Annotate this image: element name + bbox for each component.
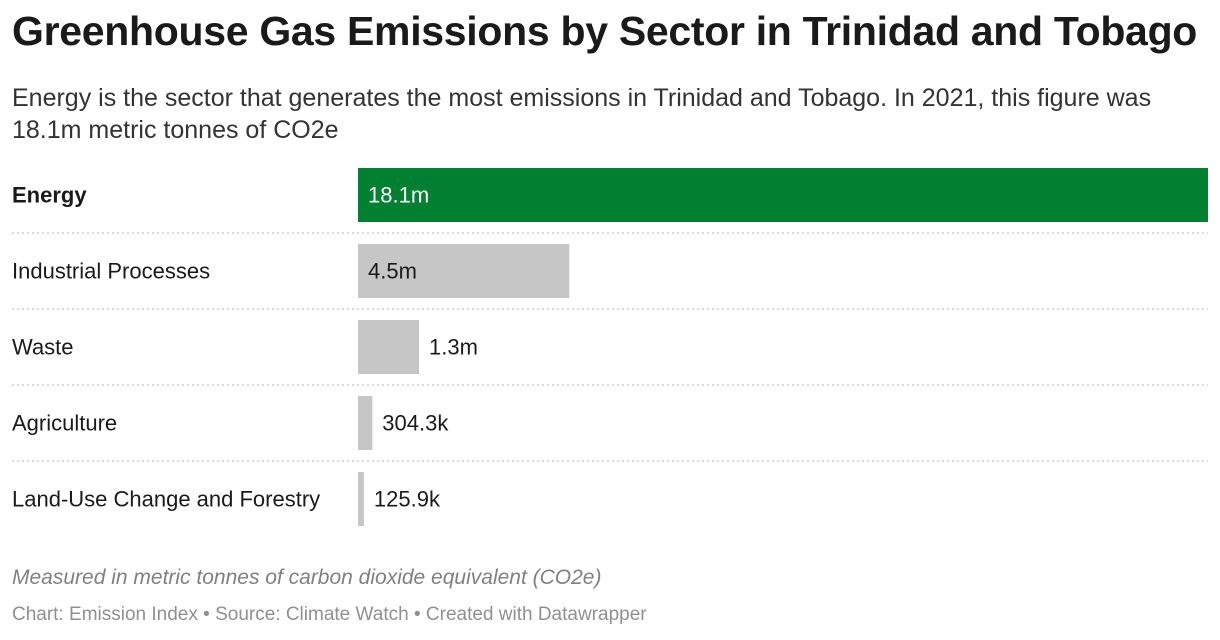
chart-title: Greenhouse Gas Emissions by Sector in Tr… xyxy=(12,8,1198,54)
category-label: Agriculture xyxy=(12,411,117,436)
bar xyxy=(358,320,420,374)
bar xyxy=(358,168,1208,222)
chart-subtitle: Energy is the sector that generates the … xyxy=(12,84,1152,144)
value-label: 125.9k xyxy=(374,487,441,512)
tool-credit: Created with Datawrapper xyxy=(425,604,647,625)
source-credit: Source: Climate Watch xyxy=(215,604,409,625)
category-label: Industrial Processes xyxy=(12,259,210,284)
bar xyxy=(358,472,364,526)
bar xyxy=(358,396,373,450)
chart-credit: Chart: Emission Index xyxy=(12,604,198,625)
bar-chart: Energy 18.1m Industrial Processes 4.5m Waste… xyxy=(12,168,1208,526)
value-label: 18.1m xyxy=(368,183,429,208)
footer-separator: • xyxy=(413,604,421,625)
chart-footer: Chart: Emission Index • Source: Climate … xyxy=(12,604,647,626)
chart-notes: Measured in metric tonnes of carbon diox… xyxy=(12,566,602,589)
footer-separator: • xyxy=(203,604,210,625)
category-label: Waste xyxy=(12,335,74,360)
category-label: Energy xyxy=(12,183,87,208)
category-label: Land-Use Change and Forestry xyxy=(12,487,320,512)
value-label: 1.3m xyxy=(429,335,478,360)
bar xyxy=(358,244,570,298)
value-label: 304.3k xyxy=(382,411,449,436)
value-label: 4.5m xyxy=(368,259,417,284)
